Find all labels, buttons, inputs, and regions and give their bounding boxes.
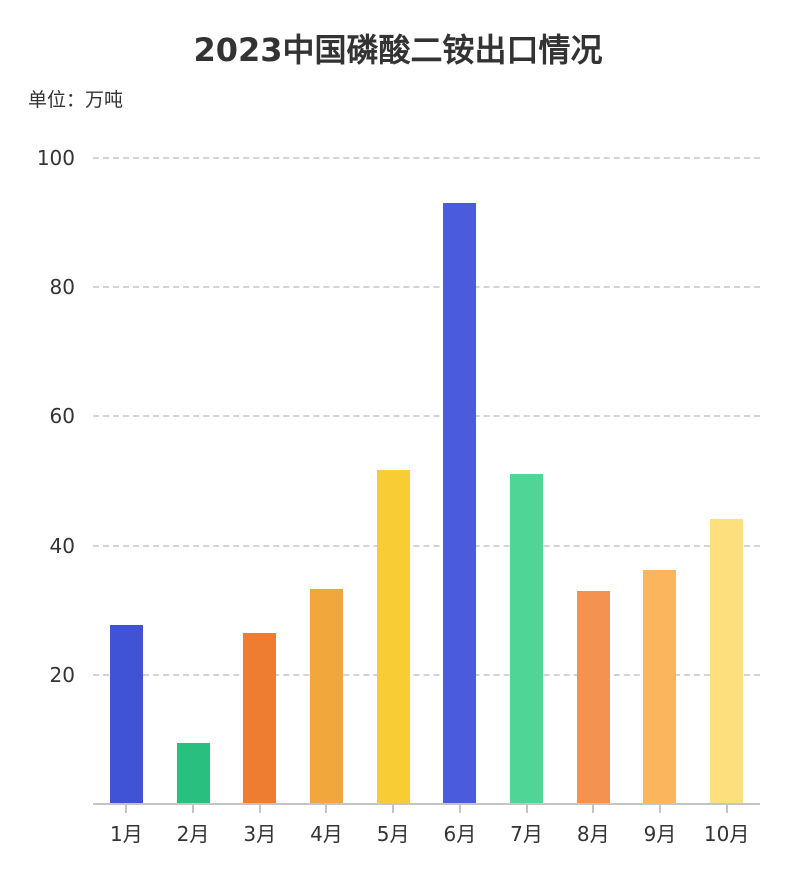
x-tick-mark [658, 805, 661, 813]
bar[interactable] [576, 590, 610, 804]
x-tick-label: 8月 [576, 822, 610, 846]
x-tick-label: 5月 [376, 822, 410, 846]
x-tick-mark [458, 805, 461, 813]
x-tick-mark [392, 805, 395, 813]
y-tick-label: 80 [49, 275, 75, 300]
y-tick-label: 20 [49, 662, 75, 687]
bar[interactable] [710, 519, 744, 804]
x-tick-label: 3月 [243, 822, 277, 846]
bar[interactable] [176, 742, 210, 804]
x-tick-mark [125, 805, 128, 813]
x-tick-mark [192, 805, 195, 813]
unit-label: 单位：万吨 [28, 89, 124, 111]
x-tick-label: 6月 [443, 822, 477, 846]
x-tick-mark [525, 805, 528, 813]
gridline [93, 286, 760, 289]
x-tick-mark [258, 805, 261, 813]
x-tick-label: 1月 [109, 822, 143, 846]
x-tick-label: 9月 [643, 822, 677, 846]
x-tick-label: 4月 [310, 822, 343, 846]
chart-title: 2023中国磷酸二铵出口情况 [193, 31, 603, 69]
x-tick-label: 7月 [510, 822, 543, 846]
x-tick-label: 2月 [176, 822, 210, 846]
bar[interactable] [510, 473, 544, 804]
bar[interactable] [243, 633, 277, 804]
gridline [93, 544, 760, 547]
bar[interactable] [376, 470, 410, 804]
x-tick-mark [592, 805, 595, 813]
gridline [93, 415, 760, 418]
gridline [93, 673, 760, 676]
y-tick-label: 40 [49, 533, 75, 558]
bar[interactable] [443, 203, 477, 804]
y-tick-label: 100 [36, 146, 75, 170]
x-axis-line [93, 803, 760, 805]
y-tick-label: 60 [49, 404, 75, 429]
x-tick-label: 10月 [703, 822, 750, 846]
bar[interactable] [643, 569, 677, 804]
bar[interactable] [109, 625, 143, 804]
bar[interactable] [309, 588, 343, 804]
x-tick-mark [325, 805, 328, 813]
x-tick-mark [725, 805, 728, 813]
gridline [93, 157, 760, 159]
